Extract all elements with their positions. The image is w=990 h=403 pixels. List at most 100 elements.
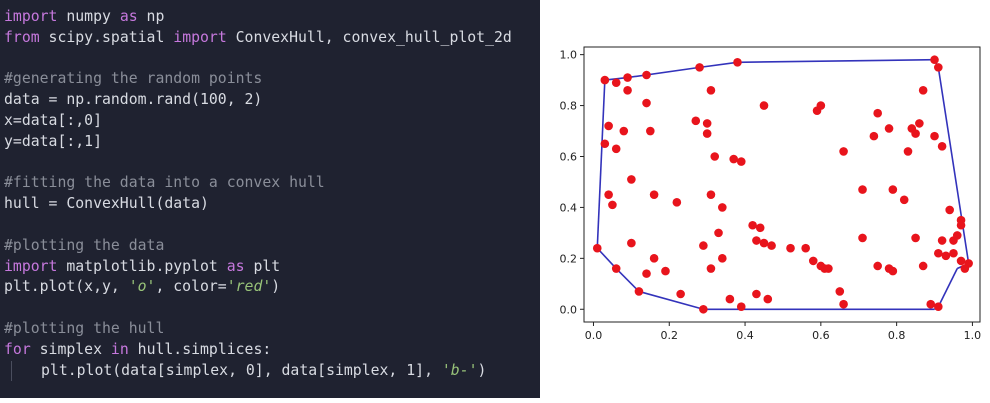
x-tick-label: 1.0 xyxy=(964,329,982,342)
data-point xyxy=(755,223,765,233)
data-point xyxy=(763,294,773,304)
code-token: ) xyxy=(271,278,281,296)
code-token: data = np.random.rand(100, 2) xyxy=(4,91,263,109)
code-token-kw: from xyxy=(4,28,40,46)
data-point xyxy=(869,131,879,141)
hull-edge xyxy=(737,58,935,64)
hull-edge xyxy=(638,290,704,311)
data-point xyxy=(627,238,636,248)
data-point xyxy=(949,248,958,258)
data-point xyxy=(930,131,939,141)
data-point xyxy=(937,236,947,245)
data-point xyxy=(642,269,651,278)
data-point xyxy=(926,299,936,309)
data-point xyxy=(873,108,882,118)
code-token-kw: as xyxy=(226,257,245,275)
data-point xyxy=(934,63,943,72)
code-token-kw: import xyxy=(4,257,58,275)
data-point xyxy=(899,195,909,205)
hull-edge xyxy=(937,67,970,264)
data-point xyxy=(706,190,716,199)
code-token-comment: #plotting the hull xyxy=(4,319,165,337)
code-line: import matplotlib.pyplot as plt xyxy=(0,257,540,278)
code-token: plt xyxy=(244,257,281,275)
data-point xyxy=(884,124,894,133)
data-point xyxy=(918,85,928,95)
data-point xyxy=(611,78,621,87)
data-point xyxy=(808,256,818,266)
code-token-kw: in xyxy=(110,340,129,358)
data-point xyxy=(956,220,966,230)
data-point xyxy=(649,190,659,199)
data-point xyxy=(623,85,632,95)
data-point xyxy=(672,198,682,207)
scatter-chart: 0.0 0.2 0.4 0.6 0.8 1.0 0.0 0.2 0.4 0.6 0.8 1.0 xyxy=(545,0,990,403)
code-line: ​ xyxy=(0,298,540,319)
code-token: plt.plot(data[simplex, 0], data[simplex,… xyxy=(41,361,442,379)
data-point xyxy=(858,233,867,243)
code-token-kw: as xyxy=(119,8,138,25)
indent-guide xyxy=(11,360,12,382)
code-token: matplotlib.pyplot xyxy=(57,257,227,275)
data-point xyxy=(839,147,848,156)
data-point xyxy=(699,241,708,250)
hull-edge xyxy=(596,247,617,270)
data-point xyxy=(888,266,898,276)
data-point xyxy=(729,154,738,164)
code-token: ConvexHull, convex_hull_plot_2d xyxy=(226,28,512,46)
data-point xyxy=(930,55,939,65)
code-token: hull = ConvexHull(data) xyxy=(4,195,209,213)
code-token-str: 'o' xyxy=(128,278,156,296)
data-point xyxy=(888,185,898,194)
code-token-comment: #generating the random points xyxy=(4,70,263,88)
data-point xyxy=(710,152,720,161)
data-point xyxy=(718,254,727,263)
code-token: scipy.spatial xyxy=(39,28,174,46)
code-token: np xyxy=(137,8,165,25)
code-line: x=data[:,0] xyxy=(0,111,540,132)
data-point xyxy=(676,289,685,299)
data-point xyxy=(592,243,602,253)
code-editor-panel: import numpy as np from scipy.spatial imp… xyxy=(0,0,540,398)
data-point xyxy=(695,63,704,72)
data-point xyxy=(619,126,629,136)
code-token: simplex xyxy=(30,340,111,358)
code-token-kw: for xyxy=(4,340,31,358)
data-point xyxy=(600,75,610,85)
data-point xyxy=(642,98,651,108)
code-token-kw: import xyxy=(4,8,58,25)
data-point xyxy=(835,287,845,296)
data-point xyxy=(759,101,769,110)
data-point xyxy=(752,289,761,299)
x-tick-label: 0.2 xyxy=(661,329,679,342)
data-point xyxy=(661,266,670,276)
code-token-comment: #plotting the data xyxy=(4,236,165,254)
data-point xyxy=(945,205,954,215)
data-point xyxy=(691,116,701,126)
y-tick-label: 0.4 xyxy=(560,201,578,214)
code-line: #generating the random points xyxy=(0,69,540,90)
x-tick-label: 0.6 xyxy=(812,329,830,342)
code-token-str: 'red' xyxy=(226,278,272,296)
code-line: #plotting the hull xyxy=(0,319,540,340)
code-line: ​ xyxy=(0,215,540,236)
data-point xyxy=(937,142,947,151)
plot-frame xyxy=(583,46,981,323)
code-token-comment: #fitting the data into a convex hull xyxy=(4,174,325,192)
code-line: ​ xyxy=(0,153,540,174)
hull-edge xyxy=(937,268,958,308)
code-line: y=data[:,1] xyxy=(0,132,540,153)
data-point xyxy=(627,175,636,184)
data-point xyxy=(646,126,655,136)
data-point xyxy=(911,233,920,243)
data-point xyxy=(941,251,951,261)
data-point xyxy=(611,144,621,154)
data-point xyxy=(801,243,810,253)
data-point xyxy=(786,243,795,253)
code-token-kw: import xyxy=(173,28,227,46)
data-point xyxy=(736,157,746,166)
code-line: plt.plot(data[simplex, 0], data[simplex,… xyxy=(0,360,540,382)
chart-canvas: 0.0 0.2 0.4 0.6 0.8 1.0 0.0 0.2 0.4 0.6 0.8 1.0 xyxy=(560,46,982,342)
data-point xyxy=(604,121,613,131)
code-line: #fitting the data into a convex hull xyxy=(0,173,540,194)
